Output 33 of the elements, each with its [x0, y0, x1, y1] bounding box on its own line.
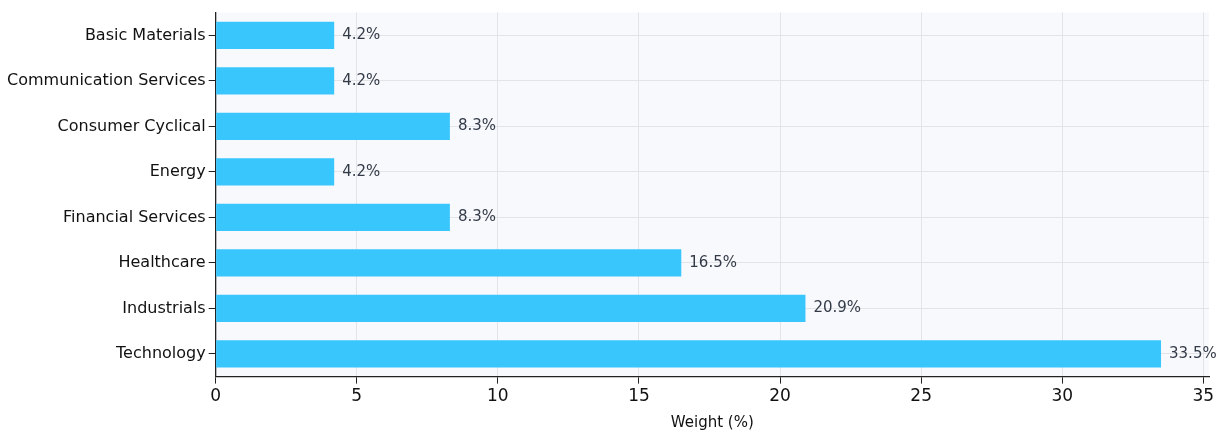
bar: [216, 340, 1162, 368]
y-tick-label: Healthcare: [118, 252, 206, 272]
data-label: 4.2%: [342, 25, 381, 44]
x-tick-label: 15: [628, 385, 650, 406]
x-tick-label: 30: [1051, 385, 1074, 406]
data-label: 8.3%: [457, 116, 496, 135]
bar: [216, 112, 450, 140]
x-tick-label: 35: [1192, 385, 1215, 406]
x-tick-label: 10: [487, 385, 509, 406]
y-tick-label: Financial Services: [63, 206, 206, 226]
bar: [216, 294, 806, 322]
bar: [216, 249, 682, 277]
data-label: 20.9%: [813, 298, 862, 317]
bar: [216, 203, 450, 231]
y-tick-label: Consumer Cyclical: [57, 115, 206, 135]
y-tick-label: Communication Services: [6, 70, 206, 90]
y-tick-label: Technology: [115, 343, 206, 363]
x-tick-label: 0: [210, 385, 222, 406]
y-tick-label: Industrials: [122, 297, 206, 317]
x-tick-label: 5: [351, 385, 363, 406]
y-tick-label: Basic Materials: [84, 24, 206, 44]
x-tick-label: 20: [769, 385, 791, 406]
data-label: 8.3%: [457, 207, 496, 226]
y-tick-label: Energy: [149, 161, 206, 181]
data-label: 4.2%: [342, 161, 381, 180]
x-axis-title: Weight (%): [670, 412, 754, 431]
data-label: 33.5%: [1169, 343, 1217, 362]
data-label: 16.5%: [689, 252, 737, 271]
bar: [216, 158, 335, 186]
bar: [216, 67, 335, 95]
bar: [216, 21, 335, 49]
x-tick-label: 25: [910, 385, 932, 406]
data-label: 4.2%: [342, 70, 381, 89]
